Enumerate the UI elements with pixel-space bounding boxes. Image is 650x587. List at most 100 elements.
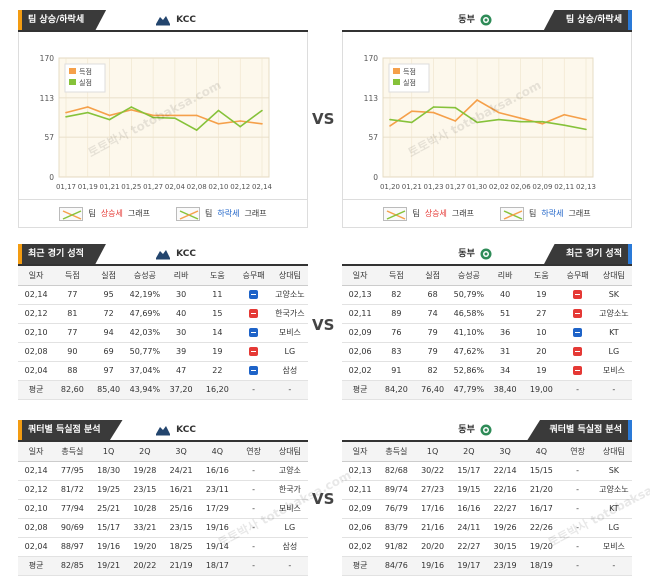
series-point-0 (454, 120, 457, 122)
right-team-name: 동부 (458, 15, 475, 25)
right-quarter-table: 일자 총득실 1Q 2Q 3Q 4Q 연장 상대팀 02,13 82/68 30/22 15/17 2… (342, 442, 632, 576)
left-quarter-body: 02,14 77/95 18/30 19/28 24/21 16/16- 고양소 02,12 8… (18, 461, 308, 576)
series-line-1 (65, 106, 263, 132)
table-row: 02,13 82/68 30/22 15/17 22/14 15/15- SK (342, 461, 632, 481)
overtime-cell: - (235, 518, 272, 538)
pct-cell: 52,86% (450, 361, 487, 381)
series-line-1 (389, 106, 587, 131)
q3-cell: 24/21 (163, 461, 200, 481)
series-line-0 (65, 106, 263, 125)
average-cell: - (559, 556, 596, 576)
q2-cell: 19/20 (126, 537, 163, 557)
rebound-cell: 36 (487, 323, 524, 343)
series-point-0 (519, 117, 522, 119)
assist-cell: 15 (199, 304, 236, 324)
x-tick-label: 01,27 (445, 183, 465, 191)
series-point-1 (454, 106, 457, 109)
points-cell: 89 (378, 304, 415, 324)
overtime-cell: - (559, 499, 596, 519)
q2-cell: 19/15 (450, 480, 487, 500)
table-row: 02,04 88/97 19/16 19/20 18/25 19/14- 삼성 (18, 537, 308, 557)
assist-cell: 11 (199, 285, 236, 305)
x-tick-label: 02,04 (165, 183, 186, 191)
kcc-logo-icon (156, 425, 170, 435)
table-row: 02,10 77/94 25/21 10/28 25/16 17/29- 모비스 (18, 499, 308, 519)
right-legend-down: 팀 하락세 그래프 (500, 206, 591, 221)
q2-cell: 15/17 (450, 461, 487, 481)
q2-cell: 33/21 (126, 518, 163, 538)
left-legend-up: 팀 상승세 그래프 (59, 206, 150, 221)
rebound-cell: 40 (487, 285, 524, 305)
allowed-cell: 74 (414, 304, 451, 324)
y-tick-label: 0 (49, 173, 54, 182)
series-point-0 (108, 114, 111, 117)
legend-up-prefix: 팀 (412, 209, 420, 218)
date-cell: 02,04 (18, 537, 55, 557)
opponent-cell: 삼성 (271, 537, 308, 557)
loss-badge-icon (249, 366, 259, 375)
date-cell: 02,14 (18, 461, 55, 481)
date-cell: 02,10 (18, 499, 55, 519)
column-header: 실점 (414, 266, 451, 286)
left-quarter-accent (18, 420, 22, 440)
q2-cell: 22/27 (450, 537, 487, 557)
average-cell: 82,60 (54, 380, 91, 400)
allowed-cell: 94 (90, 323, 127, 343)
average-cell: 18/17 (199, 556, 236, 576)
pct-cell: 37,04% (126, 361, 163, 381)
points-cell: 90 (54, 342, 91, 362)
column-header: 연장 (559, 442, 596, 462)
legend-swatch (393, 79, 400, 85)
allowed-cell: 82 (414, 361, 451, 381)
column-header: 2Q (450, 442, 487, 462)
average-cell: 43,94% (126, 380, 163, 400)
series-point-0 (541, 123, 544, 125)
series-point-0 (410, 110, 413, 112)
legend-label: 실점 (79, 78, 92, 87)
legend-down-suffix: 그래프 (568, 209, 591, 218)
legend-down-prefix: 팀 (205, 209, 213, 218)
q1-cell: 19/25 (90, 480, 127, 500)
q4-cell: 21/20 (523, 480, 560, 500)
average-cell: 76,40 (414, 380, 451, 400)
vs-label-chart: VS (312, 110, 335, 128)
kcc-logo-icon (156, 15, 170, 25)
left-recent-header: 최근 경기 성적 KCC (18, 244, 308, 266)
series-point-0 (585, 118, 587, 121)
q4-cell: 23/11 (199, 480, 236, 500)
series-line-0 (389, 99, 587, 127)
y-tick-label: 0 (373, 173, 378, 182)
total-cell: 77/95 (54, 461, 91, 481)
opponent-cell: SK (595, 461, 632, 481)
series-point-1 (261, 109, 263, 112)
legend-up-highlight: 상승세 (424, 209, 447, 218)
right-chart-box: 0 57 113 170 01,20 01,21 01,23 01,27 01,30 02,02 0… (342, 32, 632, 200)
pct-cell: 47,62% (450, 342, 487, 362)
average-cell: - (595, 380, 632, 400)
down-graph-icon (500, 206, 524, 221)
date-cell: 02,02 (342, 361, 379, 381)
series-point-0 (476, 99, 478, 101)
series-point-1 (217, 109, 220, 112)
x-tick-label: 02,11 (554, 183, 574, 191)
overtime-cell: - (235, 537, 272, 557)
left-team-label: KCC (153, 10, 196, 30)
average-cell: 평균 (342, 556, 379, 576)
column-header: 상대팀 (595, 442, 632, 462)
average-cell: 38,40 (487, 380, 524, 400)
x-tick-label: 02,06 (511, 183, 532, 191)
date-cell: 02,11 (342, 480, 379, 500)
column-header: 승무패 (559, 266, 596, 286)
opponent-cell: 고양소노 (595, 480, 632, 500)
q1-cell: 18/30 (90, 461, 127, 481)
q3-cell: 16/21 (163, 480, 200, 500)
q1-cell: 27/23 (414, 480, 451, 500)
overtime-cell: - (235, 461, 272, 481)
column-header: 도움 (523, 266, 560, 286)
win-badge-icon (249, 309, 259, 318)
q1-cell: 30/22 (414, 461, 451, 481)
q3-cell: 19/26 (487, 518, 524, 538)
table-row: 02,12 81 72 47,69% 40 15 한국가스 (18, 304, 308, 324)
